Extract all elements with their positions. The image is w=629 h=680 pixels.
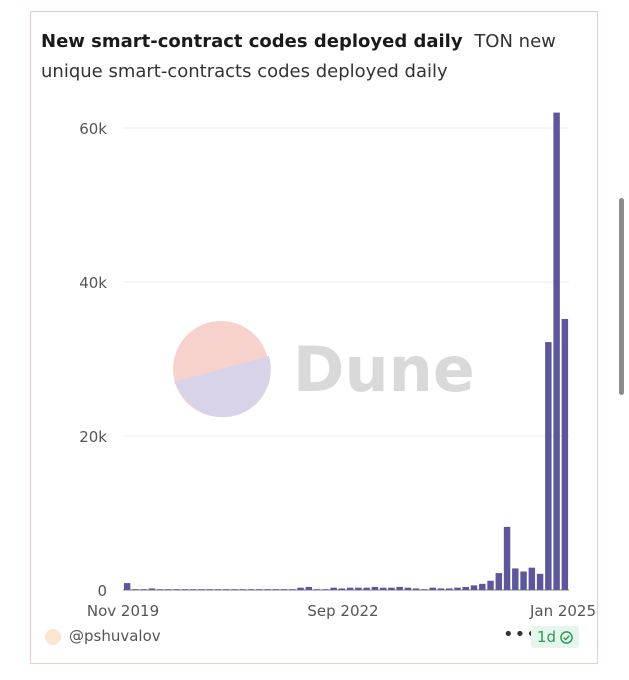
check-circle-icon	[560, 630, 573, 644]
bar[interactable]	[338, 588, 346, 590]
y-tick-label: 60k	[79, 120, 107, 138]
bar[interactable]	[561, 318, 569, 590]
dune-watermark: Dune	[173, 321, 475, 418]
bar[interactable]	[346, 587, 354, 590]
bar[interactable]	[495, 573, 503, 590]
bar[interactable]	[148, 588, 156, 590]
bar[interactable]	[247, 589, 255, 591]
bar[interactable]	[429, 587, 436, 590]
refresh-badge[interactable]: 1d	[531, 626, 580, 648]
chart-header: New smart-contract codes deployed daily …	[41, 27, 581, 87]
bar[interactable]	[437, 588, 445, 590]
bar[interactable]	[305, 586, 313, 590]
bar[interactable]	[404, 587, 412, 590]
bar[interactable]	[553, 112, 560, 590]
bar[interactable]	[371, 586, 379, 590]
bar[interactable]	[173, 589, 180, 591]
chart-footer: @pshuvalov ••• 1d	[31, 624, 599, 652]
bar[interactable]	[396, 586, 403, 590]
bar[interactable]	[223, 589, 230, 591]
bar[interactable]	[520, 571, 527, 590]
refresh-interval: 1d	[537, 628, 557, 646]
bar[interactable]	[239, 589, 246, 591]
bar[interactable]	[545, 342, 552, 590]
bar[interactable]	[214, 589, 222, 591]
bar[interactable]	[388, 587, 395, 590]
bar[interactable]	[297, 587, 304, 590]
bar[interactable]	[132, 589, 139, 591]
bar[interactable]	[181, 589, 189, 591]
bar[interactable]	[206, 589, 213, 591]
chart-title[interactable]: New smart-contract codes deployed daily	[41, 31, 463, 52]
y-tick-label: 0	[97, 582, 107, 600]
bar[interactable]	[289, 589, 296, 591]
bar[interactable]	[479, 583, 486, 590]
bar[interactable]	[487, 580, 494, 590]
chart-subtitle: TON new unique smart-contracts codes dep…	[41, 31, 556, 82]
bar[interactable]	[264, 589, 271, 591]
bar[interactable]	[165, 589, 172, 591]
bar[interactable]	[156, 589, 164, 591]
chart-card: New smart-contract codes deployed daily …	[30, 11, 598, 664]
bar[interactable]	[189, 589, 197, 591]
bar[interactable]	[256, 589, 263, 591]
bar-chart: Dune 0 20k 40k 60k Nov 2019 Sep 2022 Jan 2025	[79, 112, 596, 620]
x-tick-label: Sep 2022	[307, 602, 378, 620]
y-tick-label: 40k	[79, 274, 107, 292]
bar[interactable]	[412, 588, 420, 590]
bar[interactable]	[355, 587, 362, 590]
bar[interactable]	[363, 587, 370, 590]
bar[interactable]	[446, 588, 453, 590]
bar[interactable]	[322, 589, 329, 591]
y-tick-label: 20k	[79, 428, 107, 446]
avatar[interactable]	[45, 629, 61, 645]
bar[interactable]	[536, 573, 544, 590]
bar[interactable]	[330, 587, 337, 590]
bar[interactable]	[421, 589, 428, 591]
bar[interactable]	[198, 589, 205, 591]
dune-logo-lower-icon	[174, 356, 271, 418]
bar[interactable]	[470, 585, 478, 590]
more-options-button[interactable]: •••	[503, 624, 538, 645]
author-link[interactable]: @pshuvalov	[69, 627, 161, 645]
bar[interactable]	[462, 586, 469, 590]
bar[interactable]	[231, 589, 238, 591]
watermark-text: Dune	[293, 333, 475, 406]
bar[interactable]	[123, 583, 131, 590]
bar[interactable]	[454, 587, 461, 590]
bar[interactable]	[313, 589, 321, 591]
bar[interactable]	[280, 589, 288, 591]
bar[interactable]	[503, 526, 511, 590]
bar[interactable]	[512, 568, 519, 590]
page-scrollbar[interactable]	[619, 198, 624, 395]
x-tick-label: Nov 2019	[87, 602, 159, 620]
bar[interactable]	[272, 589, 280, 591]
bar[interactable]	[140, 589, 147, 591]
bar[interactable]	[528, 567, 536, 590]
x-tick-label: Jan 2025	[529, 602, 596, 620]
bar[interactable]	[379, 587, 387, 590]
